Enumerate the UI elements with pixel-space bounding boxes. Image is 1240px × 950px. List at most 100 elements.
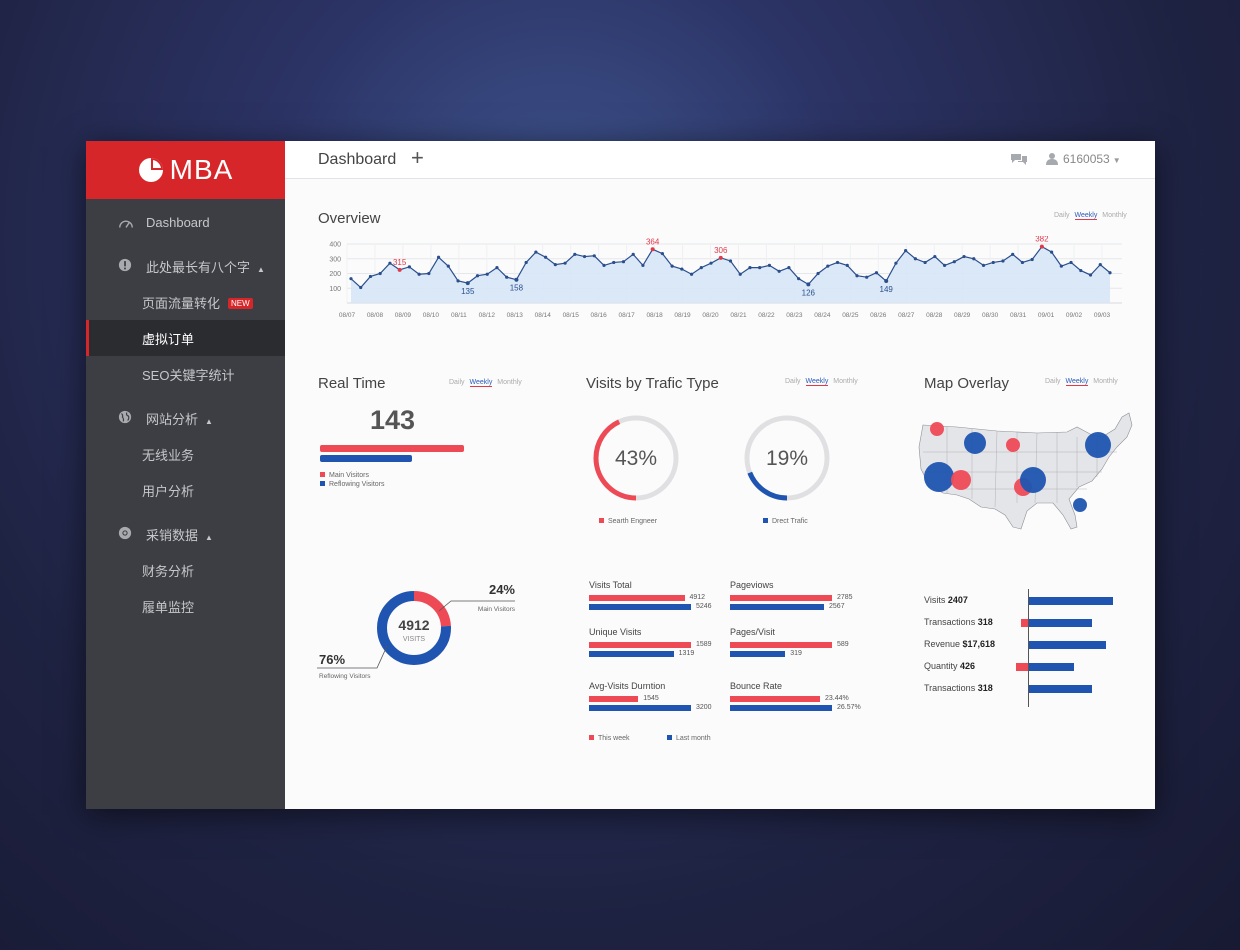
- sidebar-item-finance[interactable]: 财务分析: [86, 552, 285, 588]
- bar-row-label: Transactions 318: [924, 617, 993, 627]
- x-tick-label: 08/20: [702, 312, 719, 319]
- highlight-point: [806, 282, 811, 287]
- data-point: [816, 271, 820, 276]
- x-tick-label: 09/01: [1038, 312, 1055, 319]
- x-tick-label: 08/26: [870, 312, 887, 319]
- data-point: [689, 272, 694, 276]
- x-tick-label: 08/16: [591, 312, 608, 319]
- bar-row-label: Quantity 426: [924, 661, 976, 671]
- data-point: [582, 254, 587, 259]
- sidebar-item-dashboard[interactable]: Dashboard: [86, 204, 285, 240]
- metric-value: 5246: [696, 603, 712, 610]
- data-point: [495, 266, 499, 270]
- caret-down-icon: ▼: [1112, 156, 1121, 165]
- metric-value: 1319: [678, 650, 695, 657]
- sidebar-item-fulfillment[interactable]: 履单监控: [86, 588, 285, 624]
- overview-chart: 100 200 300 400 08/07 08/08 08/09 08/10 08/11 08/…: [329, 236, 1122, 319]
- data-point: [573, 252, 577, 256]
- x-tick-label: 08/15: [563, 312, 580, 319]
- tab-monthly[interactable]: Monthly: [1102, 212, 1127, 219]
- last-month-bar: [730, 705, 832, 711]
- data-point: [962, 254, 966, 259]
- data-point: [933, 254, 937, 259]
- sidebar-item-user-analysis[interactable]: 用户分析: [86, 472, 285, 508]
- tab-monthly[interactable]: Monthly: [833, 378, 858, 385]
- logo[interactable]: MBA: [86, 141, 285, 199]
- x-tick-label: 08/11: [451, 312, 467, 319]
- data-point: [534, 250, 538, 254]
- data-point: [417, 272, 421, 276]
- metric-label: Unique Visits: [589, 627, 642, 637]
- legend-reflowing-visitors: Reflowing Visitors: [320, 481, 385, 488]
- metric-value: 1545: [643, 695, 659, 702]
- highlight-point: [514, 277, 519, 282]
- slice-percent-label: 76%: [319, 652, 345, 667]
- x-tick-label: 08/21: [730, 312, 747, 319]
- tab-daily[interactable]: Daily: [1054, 212, 1070, 219]
- data-point: [728, 259, 733, 263]
- y-tick-label: 200: [329, 271, 341, 278]
- realtime-title: Real Time: [318, 375, 386, 392]
- metric-label: Pages/Visit: [730, 627, 775, 637]
- bar-row-label: Transactions 318: [924, 683, 993, 693]
- x-tick-label: 08/28: [926, 312, 943, 319]
- sidebar-item-label: Dashboard: [146, 214, 210, 230]
- tab-weekly[interactable]: Weekly: [1074, 212, 1098, 220]
- this-week-bar: [730, 696, 820, 702]
- sidebar-item-seo[interactable]: SEO关键字统计: [86, 356, 285, 392]
- sidebar-group-1[interactable]: 此处最长有八个字 ▲: [86, 248, 285, 284]
- speedometer-icon: [119, 220, 133, 228]
- sidebar-item-page-flow[interactable]: 页面流量转化 NEW: [86, 284, 285, 320]
- data-point: [797, 277, 801, 281]
- sidebar-group-sales-data[interactable]: 采销数据 ▲: [86, 516, 285, 552]
- x-tick-label: 08/24: [814, 312, 831, 319]
- tab-daily[interactable]: Daily: [785, 378, 801, 385]
- x-tick-label: 08/09: [395, 312, 412, 319]
- x-tick-label: 08/12: [479, 312, 496, 319]
- data-point: [359, 285, 363, 290]
- data-point: [475, 274, 480, 278]
- main-content: Dashboard + 6160053 ▼ Overview Daily Week…: [285, 141, 1155, 809]
- this-week-bar: [589, 642, 691, 648]
- donut-total: 4912: [398, 617, 429, 633]
- negative-bar: [1015, 663, 1028, 671]
- user-menu[interactable]: 6160053 ▼: [1063, 152, 1121, 166]
- data-point: [972, 257, 976, 261]
- map-title: Map Overlay: [924, 375, 1010, 392]
- data-point: [1059, 264, 1063, 268]
- data-point: [787, 266, 791, 270]
- data-point: [436, 255, 441, 259]
- search-engine-gauge: 43%: [593, 415, 679, 501]
- tab-weekly[interactable]: Weekly: [1065, 378, 1089, 386]
- data-point: [835, 260, 840, 265]
- tab-daily[interactable]: Daily: [1045, 378, 1061, 385]
- data-point: [865, 275, 869, 279]
- tab-weekly[interactable]: Weekly: [805, 378, 829, 386]
- this-week-bar: [730, 595, 832, 601]
- data-point: [631, 252, 635, 256]
- data-label: 149: [880, 285, 894, 294]
- sidebar-group-site-analysis[interactable]: 网站分析 ▲: [86, 400, 285, 436]
- data-point: [758, 266, 762, 270]
- data-point: [1088, 273, 1093, 277]
- map-bubble: [1006, 438, 1020, 452]
- tab-daily[interactable]: Daily: [449, 379, 465, 386]
- metric-label: Bounce Rate: [730, 681, 783, 691]
- tab-monthly[interactable]: Monthly: [1093, 378, 1118, 385]
- add-button[interactable]: +: [411, 145, 424, 170]
- tab-monthly[interactable]: Monthly: [497, 379, 522, 386]
- data-point: [378, 271, 382, 276]
- chat-icon[interactable]: [1010, 152, 1028, 166]
- sidebar-item-virtual-orders[interactable]: 虚拟订单: [86, 320, 285, 356]
- legend-swatch: [599, 518, 604, 523]
- tab-weekly[interactable]: Weekly: [469, 379, 493, 387]
- callout-line: [438, 600, 515, 612]
- sidebar-item-wireless[interactable]: 无线业务: [86, 436, 285, 472]
- last-month-bar: [589, 651, 674, 657]
- legend-main-visitors: Main Visitors: [320, 472, 369, 479]
- traffic-title: Visits by Trafic Type: [586, 375, 719, 392]
- data-point: [563, 261, 567, 265]
- gauge-arc: [593, 415, 679, 501]
- data-point: [991, 260, 995, 265]
- data-point: [845, 263, 849, 267]
